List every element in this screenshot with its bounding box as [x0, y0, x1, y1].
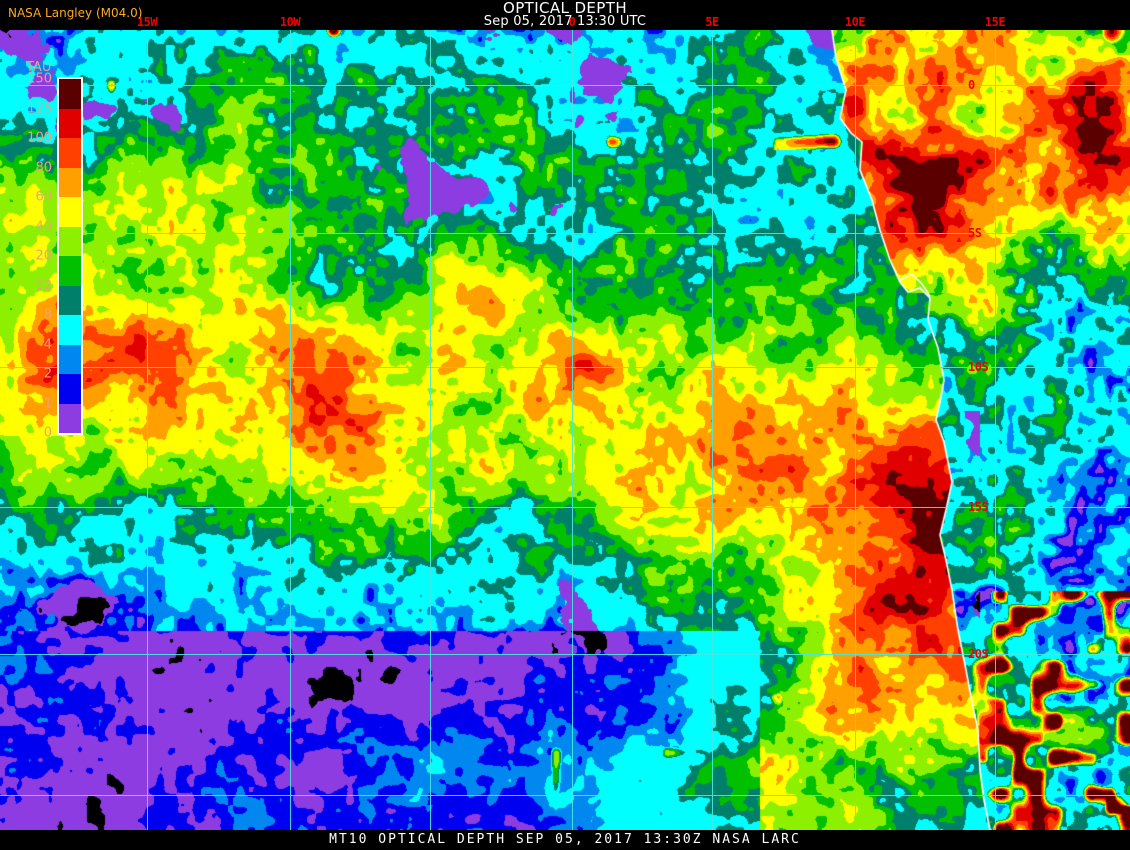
nasa-langley-credit: NASA Langley (M04.0) [8, 6, 143, 20]
optical-depth-map [0, 30, 1130, 830]
longitude-label: 15E [984, 15, 1006, 29]
colorbar-tick-label: 125 [27, 101, 52, 116]
title-bar: OPTICAL DEPTH Sep 05, 2017 13:30 UTC [0, 0, 1130, 30]
colorbar-segment [59, 197, 81, 227]
colorbar-tick-label: 2 [43, 366, 52, 382]
colorbar-segment [59, 256, 81, 286]
colorbar-tick-label: 1 [43, 396, 52, 411]
colorbar-segment [59, 138, 81, 168]
latitude-label: 15S [968, 500, 989, 514]
colorbar-tick-label: 20 [35, 248, 52, 264]
colorbar-tick-label: 150 [27, 71, 52, 87]
longitude-label: 0 [568, 15, 576, 29]
colorbar-title: TAU [26, 60, 52, 75]
colorbar-segment [59, 374, 81, 404]
colorbar-segment [59, 79, 81, 109]
colorbar-tick-label: 4 [43, 337, 52, 352]
latitude-label: 5S [968, 226, 982, 240]
colorbar-tick-label: 100 [27, 130, 52, 146]
latitude-label: 20S [968, 647, 989, 661]
colorbar-segment [59, 167, 81, 197]
latitude-label: 0 [968, 78, 975, 92]
longitude-label: 10W [279, 15, 301, 29]
colorbar-tick-label: 80 [35, 160, 52, 175]
status-bar-text: MT10 OPTICAL DEPTH SEP 05, 2017 13:30Z N… [329, 832, 801, 847]
colorbar: TAU 150 125 100 80 60 40 20 12 8 4 2 1 0 [0, 40, 88, 441]
colorbar-strip [57, 77, 83, 435]
colorbar-tick-label: 60 [35, 189, 52, 205]
page-subtitle: Sep 05, 2017 13:30 UTC [483, 14, 647, 29]
colorbar-segment [59, 403, 81, 433]
longitude-label: 5E [705, 15, 719, 29]
colorbar-segment [59, 344, 81, 374]
colorbar-segment [59, 226, 81, 256]
status-bar: MT10 OPTICAL DEPTH SEP 05, 2017 13:30Z N… [0, 830, 1130, 850]
colorbar-tick-label: 8 [43, 307, 52, 323]
colorbar-segment [59, 315, 81, 345]
longitude-label: 15W [136, 15, 158, 29]
longitude-label: 10E [844, 15, 866, 29]
colorbar-segment [59, 285, 81, 315]
latitude-label: 10S [968, 360, 989, 374]
colorbar-tick-label: 12 [35, 278, 52, 293]
colorbar-tick-label: 40 [35, 219, 52, 234]
colorbar-tick-label: 0 [43, 425, 52, 441]
page-title: OPTICAL DEPTH [502, 0, 627, 17]
colorbar-segment [59, 108, 81, 138]
